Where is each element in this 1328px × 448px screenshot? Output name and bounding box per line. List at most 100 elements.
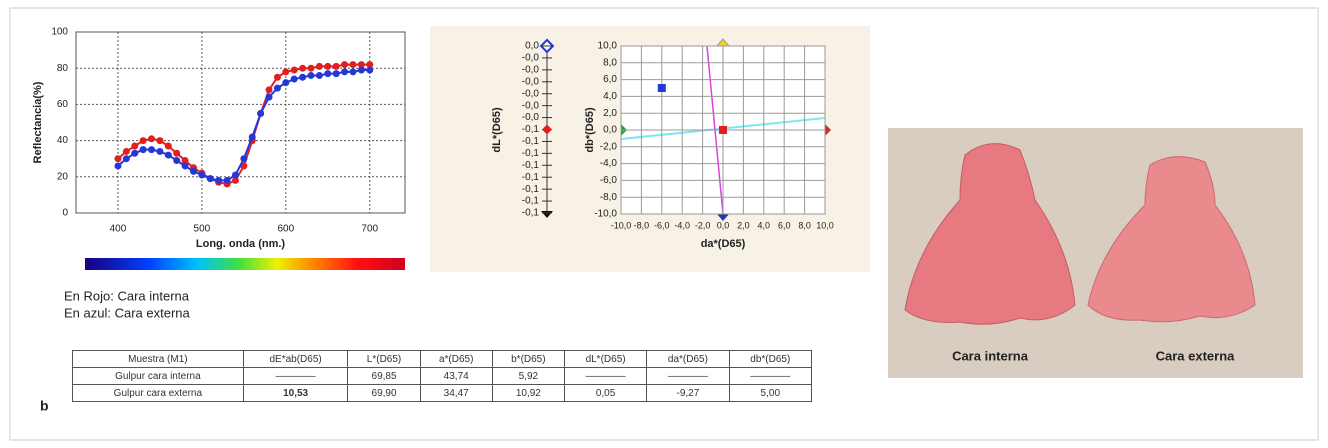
table-cell: a*(D65) [420,351,492,368]
table-cell: 34,47 [420,385,492,402]
y-tick-label: -0,1 [522,184,540,195]
data-point [131,143,138,150]
table-cell: 10,92 [492,385,564,402]
x-tick-label: 4,0 [758,220,771,230]
data-point [190,168,197,175]
data-point [324,63,331,70]
table-cell: 69,85 [348,368,420,385]
x-tick-label: -2,0 [695,220,711,230]
data-point [333,63,340,70]
x-tick-label: -6,0 [654,220,670,230]
y-tick-label: -0,0 [522,100,540,111]
table-cell: 0,05 [564,385,646,402]
table-cell: ———— [729,368,811,385]
x-tick-label: 6,0 [778,220,791,230]
plot-area [76,32,405,213]
y-tick-label: 10,0 [598,41,618,52]
x-tick-label: -10,0 [611,220,632,230]
y-tick-label: -10,0 [594,209,617,220]
data-point [156,148,163,155]
data-point [358,67,365,74]
data-point [308,65,315,72]
table-cell: db*(D65) [729,351,811,368]
table-cell: ———— [564,368,646,385]
table-cell: 5,00 [729,385,811,402]
data-point [249,133,256,140]
data-point [165,143,172,150]
data-point [182,162,189,169]
data-point [123,155,130,162]
data-point [658,84,666,92]
y-tick-label: 0 [62,208,68,219]
x-tick-label: 8,0 [798,220,811,230]
data-point [114,155,121,162]
data-point [114,162,121,169]
data-point [308,72,315,79]
table-cell: 43,74 [420,368,492,385]
data-table: Muestra (M1)dE*ab(D65)L*(D65)a*(D65)b*(D… [72,350,812,402]
data-point [215,177,222,184]
data-point [316,72,323,79]
y-tick-label: -0,1 [522,148,540,159]
photo-label: Cara externa [1156,348,1236,363]
data-point [341,68,348,75]
y-tick-label: -0,0 [522,112,540,123]
table-cell: da*(D65) [647,351,729,368]
y-tick-label: -0,0 [522,53,540,64]
data-point [123,148,130,155]
data-point [274,85,281,92]
table-cell: Gulpur cara externa [73,385,244,402]
y-tick-label: 0,0 [603,125,617,136]
y-tick-label: 80 [57,63,69,74]
y-tick-label: -8,0 [600,192,618,203]
x-tick-label: 2,0 [737,220,750,230]
data-point [341,61,348,68]
data-point [324,70,331,77]
data-point [282,79,289,86]
data-point [140,137,147,144]
y-tick-label: -2,0 [600,141,618,152]
photo-label: Cara interna [952,348,1029,363]
y-tick-label: -0,1 [522,172,540,183]
data-point [257,110,264,117]
data-point [282,68,289,75]
y-axis-title: Reflectancia(%) [32,81,44,163]
data-point [291,76,298,83]
x-axis-title: Long. onda (nm.) [196,238,286,250]
y-tick-label: 100 [51,27,68,38]
data-point [198,171,205,178]
x-tick-label: -8,0 [634,220,650,230]
y-tick-label: 0,0 [525,41,539,52]
x-tick-label: 10,0 [816,220,834,230]
table-cell: Gulpur cara interna [73,368,244,385]
data-point [156,137,163,144]
data-point [165,152,172,159]
table-cell: b*(D65) [492,351,564,368]
y-tick-label: -0,1 [522,124,540,135]
data-point [131,150,138,157]
data-point [274,74,281,81]
y-tick-label: -4,0 [600,158,618,169]
y-tick-label: 20 [57,171,69,182]
data-point [333,70,340,77]
data-point [366,67,373,74]
panel-label: b [40,398,49,414]
table-cell: dL*(D65) [564,351,646,368]
data-point [349,68,356,75]
data-point [232,171,239,178]
data-point [148,146,155,153]
table-cell: ———— [647,368,729,385]
x-tick-label: 600 [277,224,294,235]
table-cell: Muestra (M1) [73,351,244,368]
data-point [207,175,214,182]
y-tick-label: 2,0 [603,108,617,119]
y-tick-label: -0,0 [522,76,540,87]
data-point [240,155,247,162]
x-tick-label: -4,0 [674,220,690,230]
table-cell: 10,53 [243,385,348,402]
y-tick-label: 4,0 [603,91,617,102]
table-row: Muestra (M1)dE*ab(D65)L*(D65)a*(D65)b*(D… [73,351,812,368]
data-point [173,150,180,157]
data-point [291,67,298,74]
